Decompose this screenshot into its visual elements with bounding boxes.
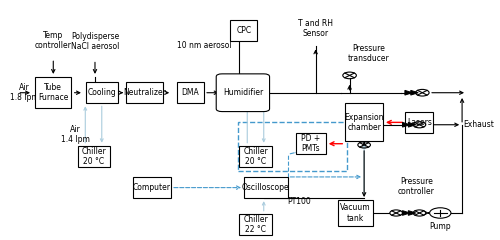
Text: Temp
controller: Temp controller: [35, 31, 72, 50]
FancyBboxPatch shape: [36, 77, 71, 108]
Text: PT100: PT100: [288, 197, 311, 206]
FancyBboxPatch shape: [126, 82, 163, 103]
Text: Humidifier: Humidifier: [223, 88, 263, 97]
FancyBboxPatch shape: [216, 74, 270, 112]
Text: Chiller
22 °C: Chiller 22 °C: [243, 215, 268, 234]
FancyBboxPatch shape: [406, 112, 433, 133]
FancyBboxPatch shape: [240, 146, 272, 168]
Text: Chiller
20 °C: Chiller 20 °C: [243, 147, 268, 167]
Polygon shape: [408, 122, 416, 127]
FancyBboxPatch shape: [338, 200, 373, 226]
Text: CPC: CPC: [236, 26, 252, 35]
Polygon shape: [402, 122, 410, 127]
Text: Air
1.8 lpm: Air 1.8 lpm: [10, 83, 39, 102]
FancyBboxPatch shape: [244, 177, 288, 198]
Text: Air
1.4 lpm: Air 1.4 lpm: [60, 125, 90, 144]
Text: Chiller
20 °C: Chiller 20 °C: [81, 147, 106, 167]
Text: Lasers: Lasers: [407, 118, 432, 127]
FancyBboxPatch shape: [240, 214, 272, 235]
Polygon shape: [405, 90, 412, 95]
Text: T and RH
Sensor: T and RH Sensor: [298, 19, 333, 38]
FancyBboxPatch shape: [345, 103, 383, 141]
FancyBboxPatch shape: [177, 82, 204, 103]
Text: Pressure
transducer: Pressure transducer: [348, 44, 390, 63]
FancyBboxPatch shape: [230, 20, 258, 41]
Text: PD +
PMTs: PD + PMTs: [301, 134, 320, 153]
FancyBboxPatch shape: [296, 133, 326, 154]
FancyBboxPatch shape: [86, 82, 118, 103]
Text: Polydisperse
NaCl aerosol: Polydisperse NaCl aerosol: [71, 32, 119, 51]
Polygon shape: [411, 90, 418, 95]
Text: Computer: Computer: [132, 183, 170, 192]
Text: Tube
Furnace: Tube Furnace: [38, 83, 68, 102]
Text: Expansion
chamber: Expansion chamber: [344, 113, 384, 132]
Polygon shape: [402, 211, 410, 215]
Text: Pump: Pump: [430, 222, 451, 231]
Text: Oscilloscope: Oscilloscope: [242, 183, 290, 192]
Text: Cooling: Cooling: [88, 88, 116, 97]
Polygon shape: [408, 211, 416, 215]
Text: Pressure
controller: Pressure controller: [398, 177, 435, 196]
Text: DMA: DMA: [182, 88, 200, 97]
Text: 10 nm aerosol: 10 nm aerosol: [177, 41, 232, 50]
FancyBboxPatch shape: [78, 146, 110, 168]
Text: Vacuum
tank: Vacuum tank: [340, 203, 370, 223]
FancyBboxPatch shape: [133, 177, 170, 198]
Text: Exhaust: Exhaust: [463, 120, 494, 129]
Text: Neutralizer: Neutralizer: [123, 88, 166, 97]
